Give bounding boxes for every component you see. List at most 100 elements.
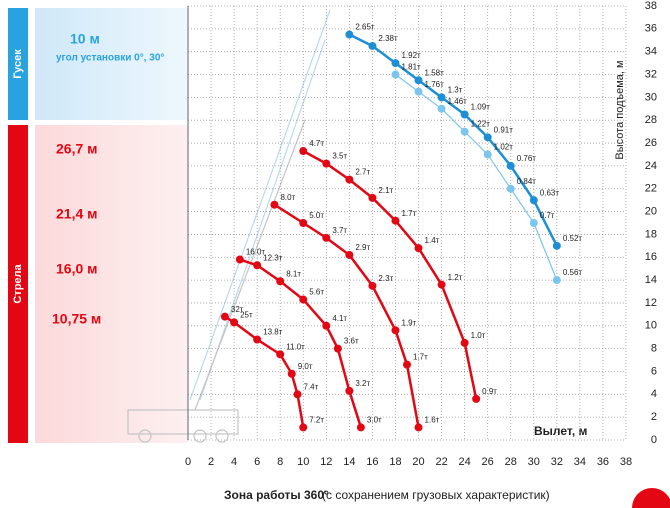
- y-tick-label: 34: [645, 46, 657, 58]
- series-line: [348, 33, 558, 247]
- y-tick-label: 0: [651, 434, 657, 446]
- point: [529, 219, 538, 227]
- point-label: 2.9т: [355, 243, 370, 252]
- point-label: 2.3т: [378, 274, 393, 283]
- point: [552, 241, 561, 250]
- point-label: 1.4т: [425, 236, 440, 245]
- boom-length: 16,0 м: [56, 261, 98, 277]
- point-label: 12.3т: [263, 253, 283, 262]
- point-label: 2.65т: [355, 23, 375, 32]
- point-label: 13.8т: [263, 328, 283, 337]
- point: [345, 250, 354, 259]
- point: [391, 326, 400, 335]
- point-label: 1.22т: [471, 120, 491, 129]
- corner-button[interactable]: [632, 488, 670, 508]
- point: [299, 219, 308, 227]
- point: [460, 110, 469, 119]
- point-label: 16.0т: [246, 248, 266, 257]
- x-tick-label: 24: [459, 456, 471, 468]
- point: [220, 312, 229, 321]
- point-label: 3.6т: [344, 337, 359, 346]
- jib-length: 10 м: [70, 31, 100, 47]
- x-tick-label: 0: [185, 456, 191, 468]
- jib-panel: [35, 8, 188, 120]
- point: [345, 30, 354, 39]
- point: [293, 390, 302, 399]
- y-tick-label: 16: [645, 251, 657, 263]
- point: [414, 76, 423, 85]
- boom-label: Стрела: [12, 263, 24, 303]
- point-label: 0.7т: [540, 211, 555, 220]
- point-label: 4.7т: [309, 139, 324, 148]
- point-label: 1.9т: [401, 318, 416, 327]
- y-tick-label: 30: [645, 91, 657, 103]
- x-tick-label: 32: [551, 456, 563, 468]
- point-label: 1.58т: [425, 68, 445, 77]
- point: [299, 147, 308, 156]
- y-tick-label: 38: [645, 0, 657, 12]
- point: [506, 184, 515, 193]
- point-label: 3.2т: [355, 379, 370, 388]
- boom-length: 10,75 м: [52, 311, 101, 327]
- x-tick-label: 34: [574, 456, 586, 468]
- boom-length: 21,4 м: [56, 206, 98, 222]
- point-label: 1.09т: [471, 103, 491, 112]
- point-label: 7.4т: [304, 382, 319, 391]
- point: [253, 335, 262, 344]
- point: [368, 193, 377, 202]
- point-label: 2.38т: [378, 34, 398, 43]
- point-label: 8.0т: [280, 193, 295, 202]
- point: [483, 150, 492, 159]
- point: [235, 255, 244, 264]
- y-tick-label: 28: [645, 114, 657, 126]
- y-tick-label: 26: [645, 137, 657, 149]
- jib-tab: [8, 8, 28, 120]
- point: [391, 216, 400, 225]
- point: [552, 276, 561, 285]
- point-label: 1.2т: [448, 273, 463, 282]
- point-label: 4.1т: [332, 314, 347, 323]
- point-label: 0.76т: [517, 154, 537, 163]
- point: [529, 196, 538, 205]
- point: [437, 280, 446, 289]
- x-axis-title: Вылет, м: [534, 424, 588, 438]
- point: [270, 200, 279, 209]
- point-label: 5.6т: [309, 288, 324, 297]
- x-tick-label: 20: [412, 456, 424, 468]
- point-label: 0.63т: [540, 188, 560, 197]
- point: [299, 295, 308, 304]
- point: [414, 244, 423, 253]
- point-label: 5.0т: [309, 211, 324, 220]
- point-label: 1.76т: [425, 80, 445, 89]
- point: [368, 41, 377, 50]
- y-axis-title: Высота подъема, м: [614, 60, 626, 159]
- x-tick-label: 18: [389, 456, 401, 468]
- y-tick-label: 6: [651, 365, 657, 377]
- point: [437, 93, 446, 102]
- x-tick-label: 8: [277, 456, 283, 468]
- y-tick-label: 14: [645, 274, 657, 286]
- point: [414, 423, 423, 432]
- x-tick-label: 14: [343, 456, 355, 468]
- point: [437, 104, 446, 113]
- point-label: 1.7т: [401, 209, 416, 218]
- point: [368, 281, 377, 290]
- point: [506, 161, 515, 170]
- point-label: 0.91т: [494, 125, 514, 134]
- y-tick-label: 24: [645, 160, 657, 172]
- point: [253, 261, 262, 270]
- point-label: 2.1т: [378, 186, 393, 195]
- point-label: 7.2т: [309, 416, 324, 425]
- point-label: 0.52т: [563, 234, 583, 243]
- point: [391, 70, 400, 79]
- point-label: 2.7т: [355, 168, 370, 177]
- point-label: 0.9т: [482, 387, 497, 396]
- point-label: 25т: [240, 310, 253, 319]
- y-tick-label: 20: [645, 205, 657, 217]
- point-label: 3.7т: [332, 226, 347, 235]
- point: [356, 423, 365, 432]
- point: [287, 369, 296, 378]
- x-tick-label: 36: [597, 456, 609, 468]
- jib-angle: угол установки 0°, 30°: [56, 53, 164, 64]
- point-label: 1.6т: [425, 416, 440, 425]
